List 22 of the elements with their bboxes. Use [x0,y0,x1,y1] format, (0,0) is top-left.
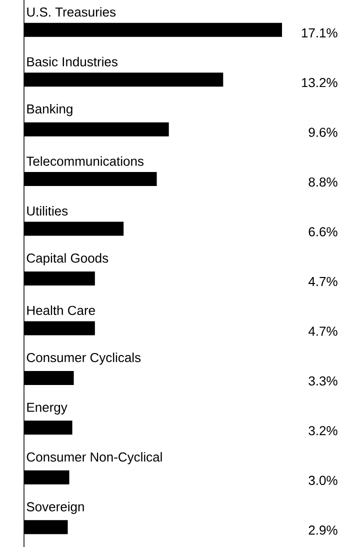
y-tick-label: U.S. Treasuries [27,7,116,17]
y-tick-label: Energy [27,402,68,414]
y-tick-label: Banking [27,104,72,116]
y-tick-label: Telecommunications [26,156,144,166]
data-label: 4.7% [308,326,338,336]
y-tick-label: Consumer Cyclicals [26,352,141,365]
data-label: 3.0% [308,476,338,486]
y-tick-label: Consumer Non-Cyclical [26,452,162,464]
data-label: 17.1% [302,28,338,38]
data-label: 3.3% [308,376,338,386]
data-label: 4.7% [308,276,338,286]
data-label: 13.2% [302,78,338,88]
y-tick-label: Utilities [27,206,68,216]
data-label: 9.6% [308,128,338,137]
y-tick-label: Sovereign [26,502,84,514]
y-tick-label: Health Care [27,305,95,316]
data-label: 6.6% [308,227,338,236]
y-tick-label: Basic Industries [27,56,118,66]
y-tick-label: Capital Goods [26,253,108,266]
data-label: 3.2% [308,426,338,436]
data-label: 8.8% [308,177,338,187]
data-label: 2.9% [308,526,338,535]
